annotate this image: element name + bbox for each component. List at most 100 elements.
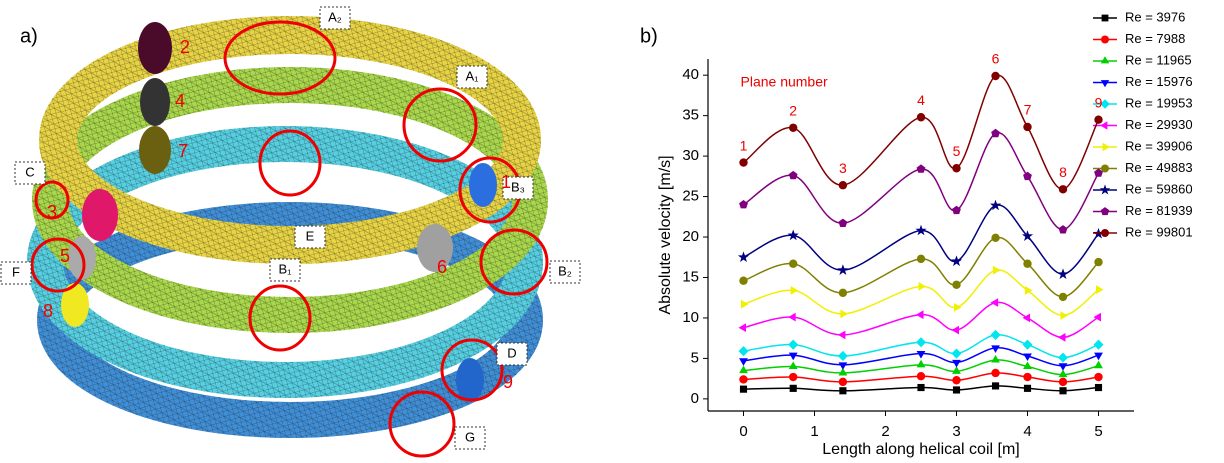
data-point — [838, 367, 848, 376]
label-box — [549, 260, 581, 284]
highlight-circle — [223, 20, 337, 96]
data-point — [1058, 363, 1068, 371]
plane-number: 1 — [501, 172, 511, 192]
data-point — [789, 259, 798, 268]
highlight-circle — [258, 129, 322, 197]
panel-a-annotations: a) A₂ A₁ B₃ B₂ B₁ C E F D G 1 2 3 4 5 6 7 8 9 — [0, 6, 581, 458]
series-line — [743, 301, 1099, 339]
mesh — [39, 16, 541, 264]
data-point — [788, 312, 796, 322]
legend-label: Re = 99801 — [1125, 224, 1193, 239]
data-point — [739, 365, 748, 374]
region-label: A₂ — [328, 9, 342, 24]
legend-marker — [1101, 229, 1109, 237]
data-point — [739, 358, 748, 366]
data-point — [916, 359, 926, 368]
data-point — [990, 199, 1002, 211]
plane-label: 9 — [1095, 94, 1103, 110]
data-point — [837, 350, 848, 361]
data-point — [1058, 352, 1068, 363]
legend-marker — [1101, 14, 1109, 22]
data-point — [1094, 372, 1103, 382]
data-point — [1094, 360, 1103, 369]
y-tick-label: 40 — [682, 66, 699, 83]
panel-label: b) — [640, 25, 658, 47]
region-label: B₁ — [278, 261, 292, 276]
data-point — [916, 337, 926, 348]
data-point — [1094, 115, 1103, 124]
data-point — [954, 303, 962, 312]
label-box — [319, 6, 351, 30]
plane-disc — [417, 224, 453, 272]
plane-number: 5 — [60, 246, 70, 266]
data-point — [952, 280, 961, 289]
legend-label: Re = 49883 — [1125, 160, 1193, 175]
legend-label: Re = 81939 — [1125, 203, 1193, 218]
data-point — [952, 205, 961, 215]
data-point — [952, 164, 961, 173]
data-point — [1022, 339, 1033, 350]
data-point — [916, 113, 926, 122]
data-point — [1094, 257, 1103, 267]
data-point — [838, 181, 848, 190]
data-point — [789, 372, 798, 382]
legend-label: Re = 19953 — [1125, 95, 1193, 110]
data-point — [952, 386, 961, 394]
series-line — [743, 269, 1099, 317]
data-point — [741, 299, 749, 309]
legend-marker — [1100, 99, 1110, 109]
plane-label: 2 — [789, 102, 797, 118]
region-label: C — [25, 164, 34, 179]
data-point — [916, 164, 926, 173]
data-point — [738, 346, 749, 357]
mesh — [32, 67, 548, 333]
legend-label: Re = 11965 — [1125, 52, 1192, 67]
data-point — [1094, 352, 1103, 361]
data-point — [951, 325, 959, 335]
data-point — [1096, 285, 1104, 294]
data-point — [991, 382, 1000, 390]
plane-number: 7 — [178, 141, 188, 161]
data-point — [990, 298, 999, 307]
plane-number: 6 — [437, 257, 447, 277]
x-tick-label: 2 — [881, 423, 889, 440]
plane-disc — [61, 283, 89, 327]
y-tick-label: 35 — [682, 107, 699, 124]
data-point — [788, 361, 798, 369]
data-point — [1021, 230, 1034, 241]
data-point — [952, 359, 961, 368]
data-point — [916, 254, 926, 264]
data-point — [991, 233, 1000, 243]
label-box — [454, 426, 486, 450]
plane-number: 2 — [180, 37, 190, 57]
data-point — [738, 323, 746, 332]
data-point — [739, 158, 748, 167]
label-box — [0, 261, 32, 285]
data-point — [839, 387, 847, 395]
data-point — [1058, 225, 1068, 234]
data-point — [737, 251, 750, 262]
data-point — [739, 375, 748, 384]
data-point — [788, 170, 798, 180]
legend-marker — [1100, 56, 1110, 64]
data-point — [1023, 361, 1032, 369]
plane-label: 3 — [839, 160, 847, 176]
plane-number: 4 — [175, 91, 185, 111]
data-point — [918, 282, 926, 291]
mesh — [27, 126, 543, 398]
data-point — [1023, 122, 1032, 132]
plane-label: 5 — [953, 143, 961, 159]
plane-disc — [139, 126, 171, 174]
data-point — [1057, 268, 1069, 279]
data-point — [789, 123, 798, 132]
highlight-circle — [30, 237, 86, 293]
plane-number: 3 — [47, 202, 57, 222]
data-point — [916, 310, 924, 320]
data-point — [1058, 292, 1068, 302]
legend-marker — [1100, 121, 1108, 130]
data-point — [1058, 185, 1068, 194]
region-label: E — [306, 228, 315, 243]
legend-label: Re = 29930 — [1125, 117, 1193, 132]
y-tick-label: 15 — [682, 268, 699, 285]
plane-disc — [138, 22, 172, 74]
